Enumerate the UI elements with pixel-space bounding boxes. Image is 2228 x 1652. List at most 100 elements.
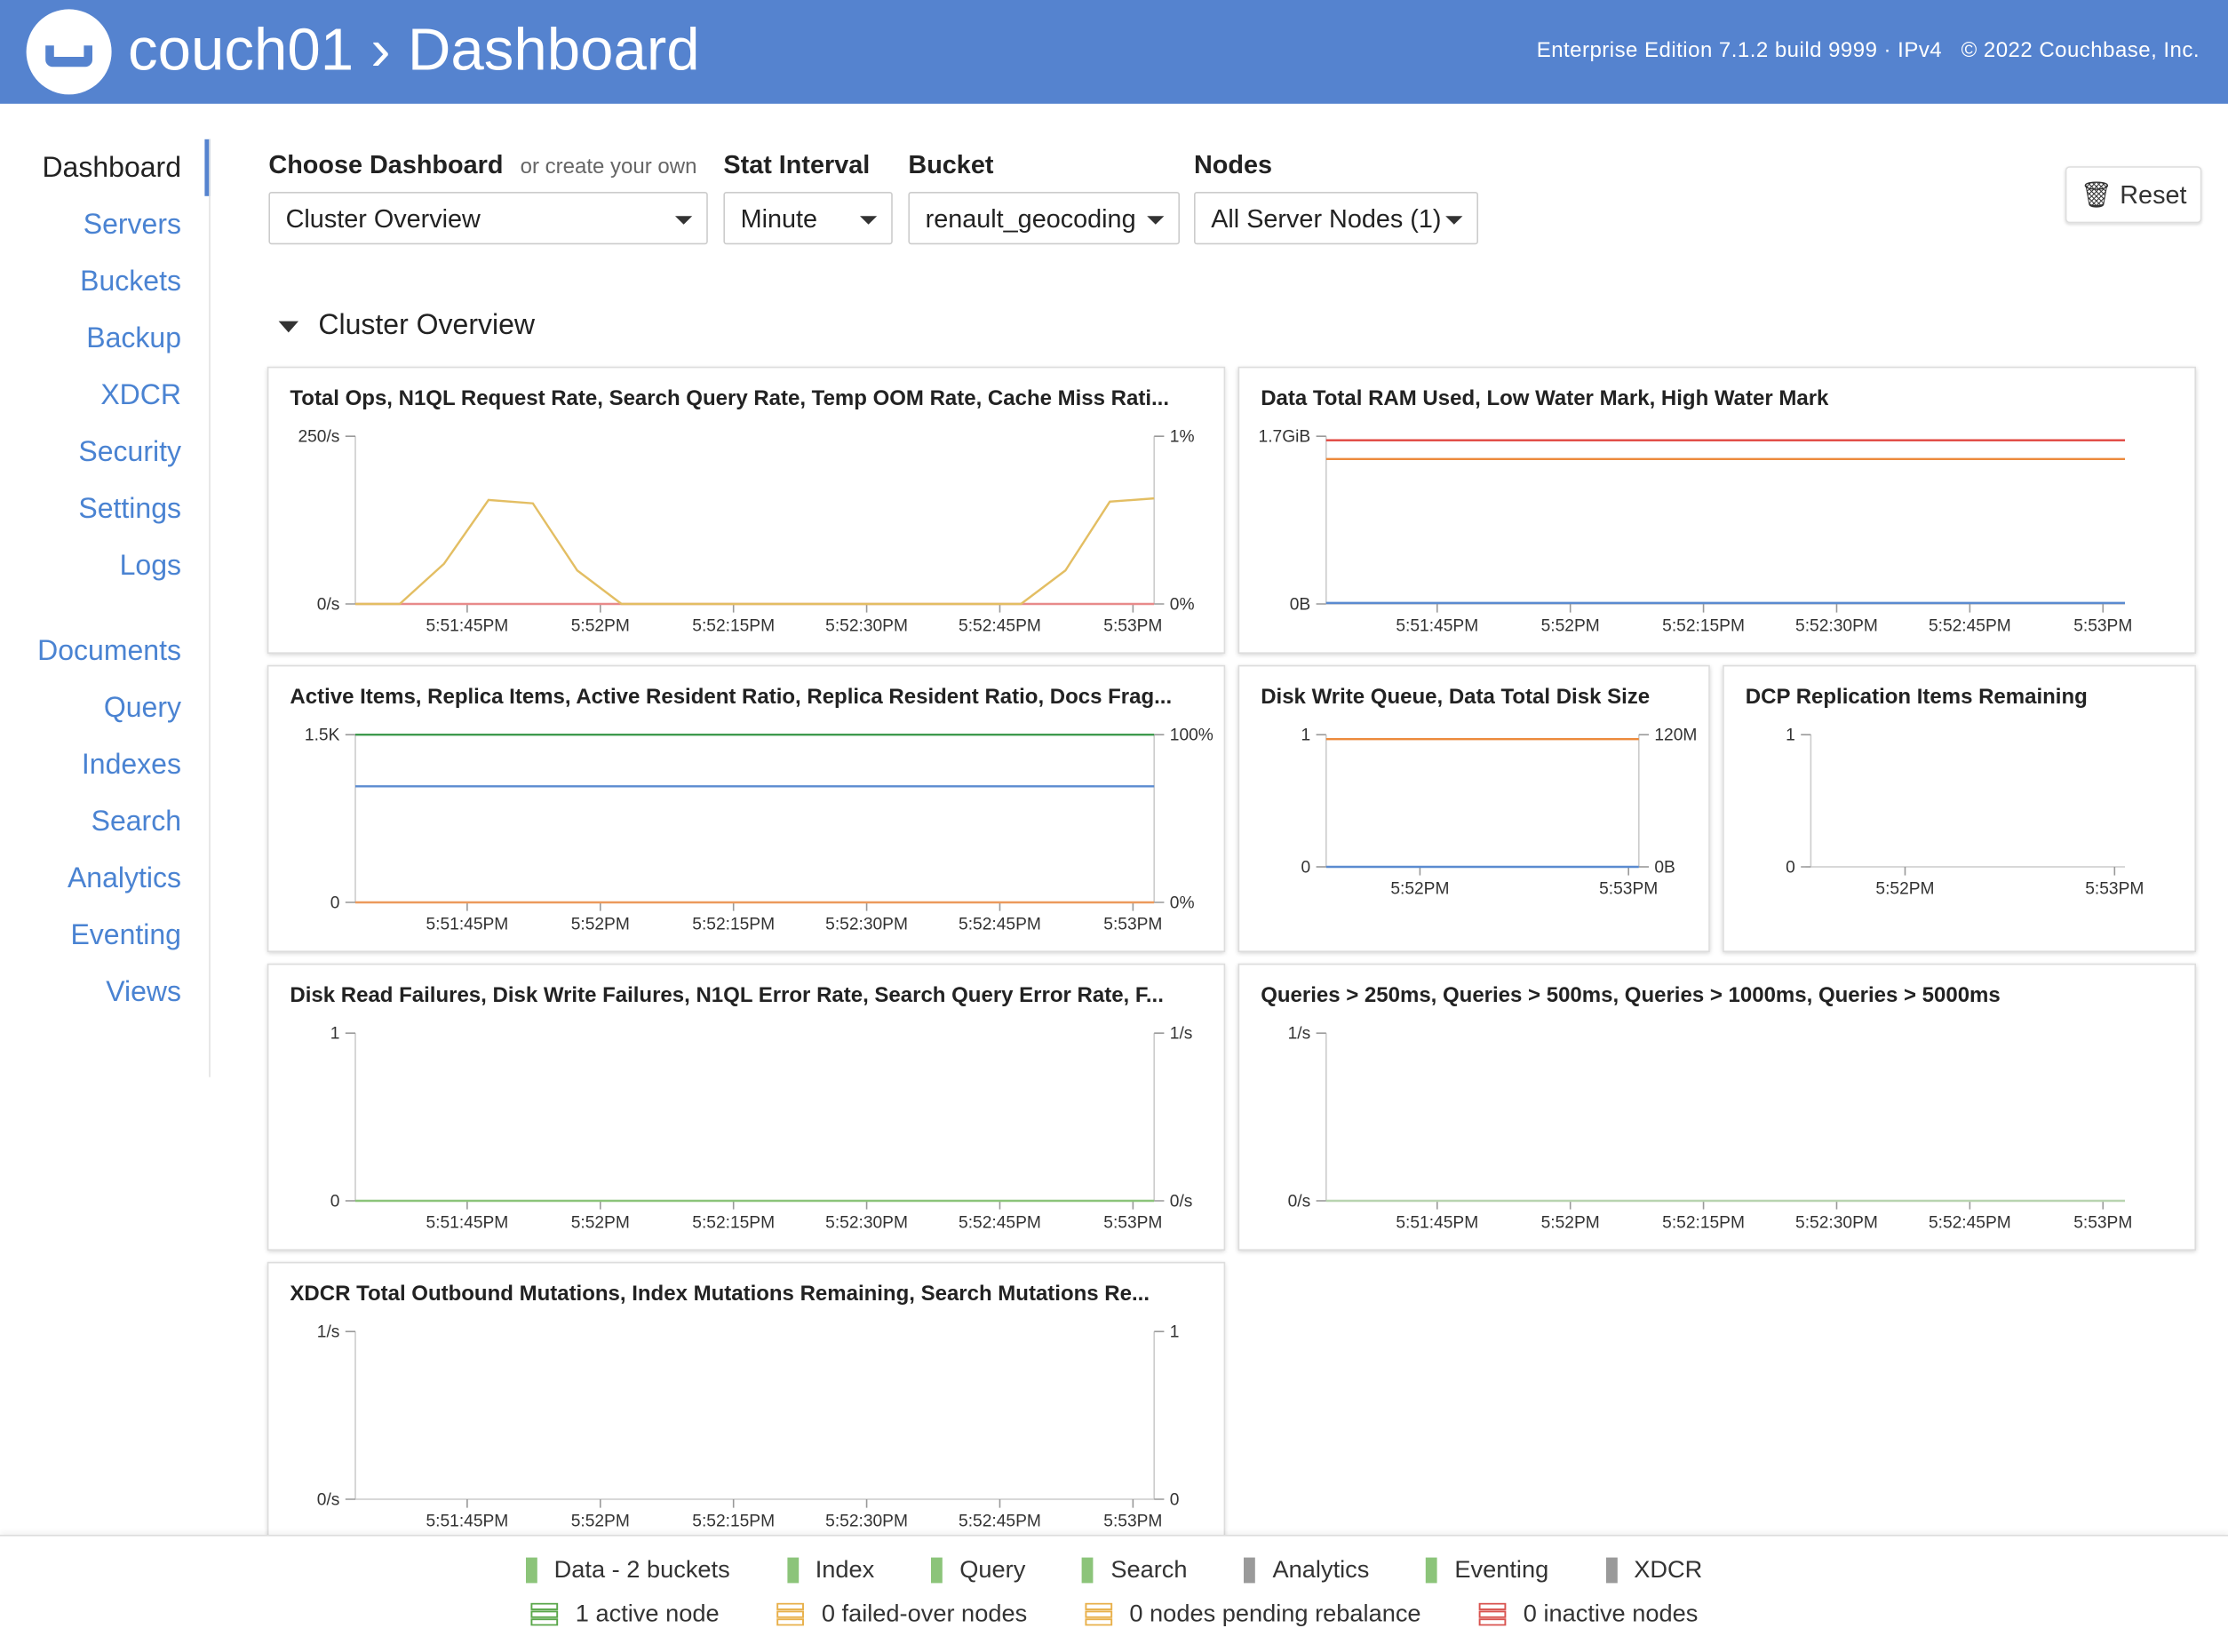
node-status-item: 0 failed-over nodes: [776, 1600, 1028, 1629]
service-swatch: [525, 1557, 537, 1584]
reset-button[interactable]: 🗑 Reset: [2065, 166, 2202, 224]
nav-item[interactable]: Servers: [83, 210, 181, 242]
dropdown-value: Minute: [740, 204, 818, 234]
nav-item[interactable]: Documents: [37, 636, 182, 668]
chart: Total Ops, N1QL Request Rate, Search Que…: [290, 386, 1195, 635]
dropdown[interactable]: Cluster Overview: [268, 192, 708, 245]
server-slot: [1478, 1602, 1506, 1610]
x-tick-label: 5:53PM: [2085, 879, 2144, 898]
y-tick-label: 250/s: [298, 428, 339, 447]
nav-item[interactable]: Query: [103, 693, 181, 725]
x-tick-label: 5:53PM: [2073, 1213, 2132, 1232]
y-tick-label: 0/s: [317, 595, 340, 614]
chart-panel: DCP Replication Items Remaining 0 1 5:52PM 5…: [1723, 664, 2196, 952]
reset-label: Reset: [2120, 180, 2187, 210]
y2-tick-label: 100%: [1170, 727, 1213, 745]
x-tick-label: 5:53PM: [1103, 1213, 1162, 1232]
active-indicator: [204, 139, 211, 196]
logo[interactable]: [26, 9, 113, 96]
x-tick-label: 5:53PM: [2073, 616, 2132, 635]
y2-tick-label: 1%: [1170, 428, 1195, 447]
server-slot: [776, 1610, 804, 1618]
nav-item[interactable]: Buckets: [80, 266, 181, 298]
nav-item[interactable]: Analytics: [67, 863, 181, 895]
service-item: Query: [931, 1556, 1025, 1584]
x-tick-label: 5:52PM: [571, 616, 630, 635]
y-tick-label: 1/s: [1288, 1025, 1311, 1044]
service-label: Search: [1110, 1556, 1188, 1584]
node-status-item: 0 nodes pending rebalance: [1084, 1600, 1421, 1629]
x-tick-label: 5:52:45PM: [1929, 616, 2011, 635]
x-tick-label: 5:53PM: [1103, 616, 1162, 635]
service-swatch: [1082, 1557, 1094, 1584]
y2-tick-label: 1/s: [1170, 1025, 1193, 1044]
x-tick-label: 5:52:30PM: [825, 1512, 908, 1530]
chart-panel: Active Items, Replica Items, Active Resi…: [267, 664, 1226, 952]
y-tick-label: 0: [330, 1192, 340, 1211]
service-item: Data - 2 buckets: [525, 1556, 730, 1584]
service-item: Eventing: [1426, 1556, 1548, 1584]
nav-item[interactable]: Backup: [86, 323, 181, 355]
service-item: Index: [786, 1556, 874, 1584]
chart-panel: Disk Write Queue, Data Total Disk Size 0 1…: [1237, 664, 1710, 952]
chart-panel: Queries > 250ms, Queries > 500ms, Querie…: [1237, 963, 2196, 1251]
nav-item[interactable]: Indexes: [81, 750, 181, 782]
chart-panel: Data Total RAM Used, Low Water Mark, Hig…: [1237, 366, 2196, 654]
nav-item[interactable]: Search: [91, 806, 181, 838]
y-tick-label: 1/s: [317, 1323, 340, 1342]
server-slot: [1478, 1610, 1506, 1618]
y2-tick-label: 0: [1170, 1490, 1180, 1509]
x-tick-label: 5:52PM: [1875, 879, 1934, 898]
x-tick-label: 5:52PM: [571, 915, 630, 933]
x-tick-label: 5:52PM: [571, 1512, 630, 1530]
control-label: Stat Interval: [723, 151, 870, 181]
nav-item[interactable]: Dashboard: [42, 153, 182, 185]
control-label-text: Nodes: [1194, 150, 1273, 179]
y-tick-label: 1: [1786, 727, 1795, 745]
nav-item[interactable]: Views: [106, 977, 181, 1009]
dropdown-caret: [675, 216, 693, 225]
collapse-caret[interactable]: [278, 321, 298, 332]
dropdown-caret: [1445, 216, 1463, 225]
x-tick-label: 5:52PM: [1390, 879, 1449, 898]
header: couch01 › Dashboard Enterprise Edition 7.1…: [0, 0, 2228, 104]
chart: XDCR Total Outbound Mutations, Index Mut…: [290, 1282, 1180, 1530]
section-header[interactable]: Cluster Overview: [278, 310, 535, 343]
nav-item[interactable]: Eventing: [70, 920, 181, 952]
y-tick-label: 1: [1301, 727, 1311, 745]
y2-tick-label: 120M: [1654, 727, 1697, 745]
x-tick-label: 5:52:45PM: [959, 915, 1041, 933]
service-swatch: [1244, 1557, 1256, 1584]
chart: Data Total RAM Used, Low Water Mark, Hig…: [1259, 386, 2133, 635]
x-tick-label: 5:51:45PM: [426, 915, 508, 933]
cluster-name[interactable]: couch01: [128, 15, 354, 83]
x-tick-label: 5:52:15PM: [1662, 1213, 1745, 1232]
control-label: Bucket: [908, 151, 993, 181]
server-slot: [1084, 1618, 1112, 1626]
dropdown-value: Cluster Overview: [285, 204, 481, 234]
y2-tick-label: 1: [1170, 1323, 1180, 1342]
y-tick-label: 0: [1301, 858, 1311, 877]
server-slot: [530, 1610, 558, 1618]
service-swatch: [1426, 1557, 1438, 1584]
nav-item[interactable]: XDCR: [100, 380, 181, 412]
dropdown[interactable]: renault_geocoding: [908, 192, 1180, 245]
chart-title: Disk Write Queue, Data Total Disk Size: [1261, 685, 1650, 709]
y-tick-label: 0/s: [317, 1490, 340, 1509]
nav-item[interactable]: Logs: [119, 551, 181, 583]
nav-item[interactable]: Settings: [78, 494, 181, 526]
chart-title: Queries > 250ms, Queries > 500ms, Querie…: [1261, 983, 2001, 1007]
server-icon: [1478, 1602, 1506, 1626]
server-icon: [1084, 1602, 1112, 1626]
y-tick-label: 0: [1786, 858, 1795, 877]
x-tick-label: 5:52:45PM: [959, 616, 1041, 635]
y2-tick-label: 0%: [1170, 894, 1195, 912]
service-label: Analytics: [1272, 1556, 1370, 1584]
nav-item[interactable]: Security: [78, 437, 181, 469]
y2-tick-label: 0B: [1654, 858, 1675, 877]
dropdown[interactable]: Minute: [723, 192, 893, 245]
y-tick-label: 1: [330, 1025, 340, 1044]
node-status-label: 0 failed-over nodes: [821, 1600, 1028, 1627]
dropdown[interactable]: All Server Nodes (1): [1194, 192, 1478, 245]
